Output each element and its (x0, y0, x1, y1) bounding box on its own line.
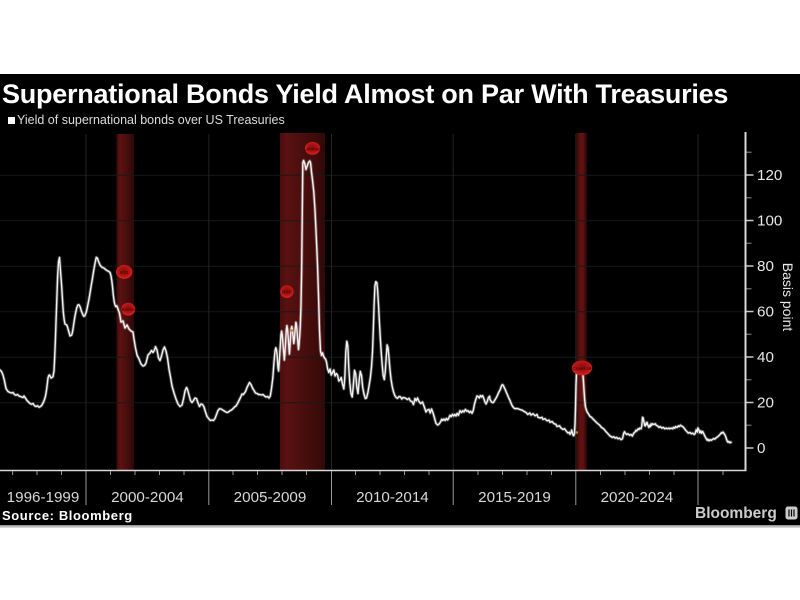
svg-text:40: 40 (757, 349, 774, 366)
svg-text:Lehman: Lehman (304, 146, 322, 151)
svg-text:2020-2024: 2020-2024 (601, 489, 674, 506)
svg-text:9/11: 9/11 (120, 270, 129, 275)
svg-text:20: 20 (757, 395, 774, 412)
svg-text:0: 0 (757, 440, 765, 457)
svg-text:Covid-19: Covid-19 (572, 366, 592, 371)
svg-text:2010-2014: 2010-2014 (356, 489, 429, 506)
svg-text:2015-2019: 2015-2019 (478, 489, 551, 506)
svg-text:Enron: Enron (122, 307, 135, 312)
svg-text:120: 120 (757, 167, 782, 184)
svg-text:2000-2004: 2000-2004 (111, 489, 184, 506)
svg-text:60: 60 (757, 304, 774, 321)
svg-text:100: 100 (757, 213, 782, 230)
svg-text:2005-2009: 2005-2009 (234, 489, 307, 506)
svg-text:BNP: BNP (282, 290, 292, 295)
svg-text:80: 80 (757, 258, 774, 275)
svg-text:Basis point: Basis point (780, 263, 796, 332)
svg-text:1996-1999: 1996-1999 (7, 489, 80, 506)
